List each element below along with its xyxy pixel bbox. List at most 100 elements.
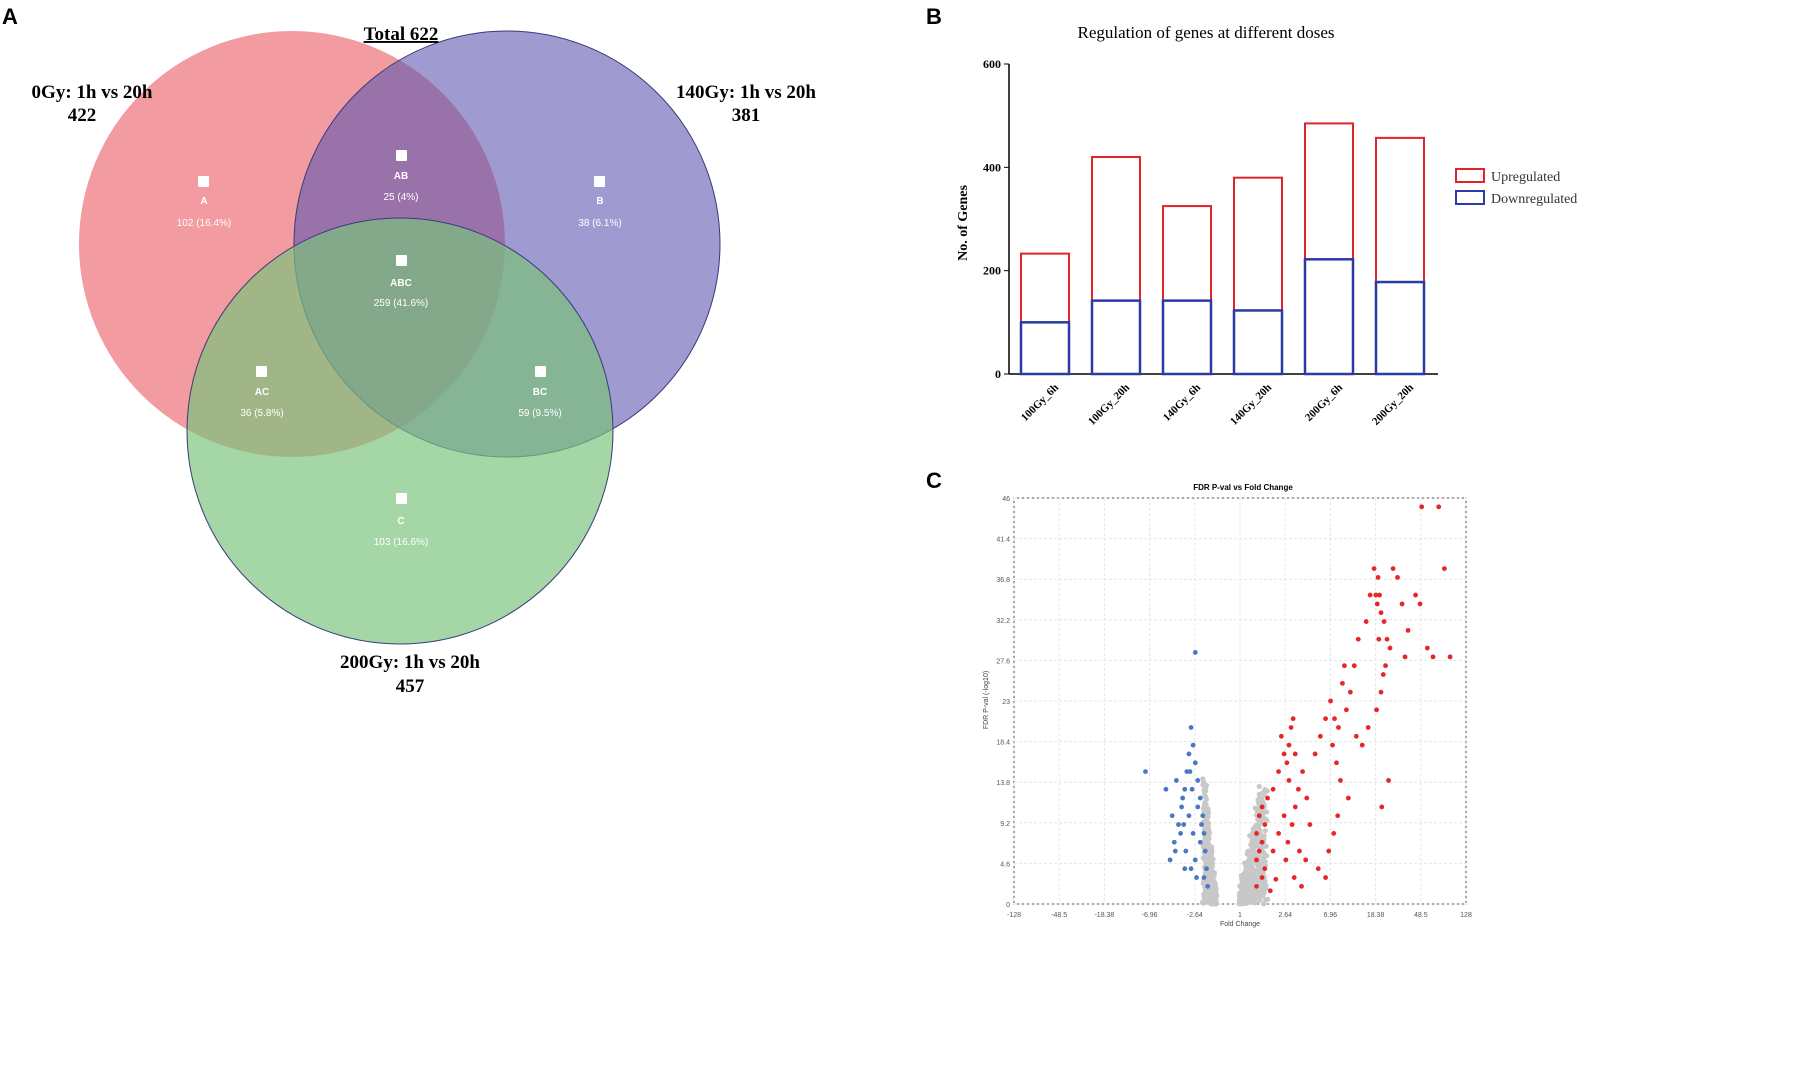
volcano-point-down [1187,769,1193,775]
volcano-point-up [1332,716,1337,722]
bar-xtick-label: 100Gy_6h [1019,382,1061,424]
volcano-point-ns [1262,859,1268,865]
volcano-point-ns [1243,864,1249,870]
volcano-point-down [1182,866,1188,872]
volcano-point-down [1171,839,1177,845]
volcano-point-up [1317,733,1323,739]
venn-region-ab-label: AB [394,171,408,182]
volcano-point-ns [1261,884,1267,890]
volcano-point-ns [1255,841,1261,848]
volcano-point-ns [1204,816,1210,822]
panel-label-c: C [926,468,942,493]
volcano-point-down [1195,778,1201,783]
volcano-xtick-label: -48.5 [1051,912,1067,919]
bar-xtick-label: 200Gy_20h [1370,382,1416,428]
venn-region-ab-checkbox [396,150,407,161]
venn-set-c-count: 457 [396,676,425,697]
venn-set-b-count: 381 [732,105,761,126]
venn-region-a-label: A [200,196,207,207]
volcano-point-down [1186,751,1192,757]
volcano-point-ns [1206,895,1212,901]
volcano-point-down [1201,875,1207,880]
volcano-point-up [1265,795,1270,801]
volcano-point-ns [1200,900,1206,906]
venn-region-bc-checkbox [535,366,546,377]
volcano-point-down [1197,839,1203,845]
volcano-point-up [1300,769,1305,775]
volcano-xtick-label: -128 [1007,912,1021,919]
volcano-point-down [1194,875,1199,880]
volcano-point-ns [1254,835,1260,841]
volcano-point-down [1172,848,1178,854]
volcano-point-up [1288,725,1294,730]
volcano-point-down [1188,866,1194,872]
legend-swatch-upregulated [1455,168,1485,183]
bar-downregulated [1161,299,1213,376]
volcano-point-up [1299,883,1304,889]
volcano-point-up [1413,592,1418,598]
volcano-point-up [1259,804,1265,810]
volcano-point-up [1343,707,1349,713]
volcano-point-down [1176,822,1181,827]
volcano-point-ns [1260,809,1266,815]
volcano-point-up [1375,575,1381,580]
volcano-point-up [1373,592,1379,598]
volcano-point-up [1304,795,1310,801]
venn-region-ab-value: 25 (4%) [383,192,418,203]
volcano-point-up [1256,813,1262,819]
venn-region-bc-value: 59 (9.5%) [518,408,561,419]
bar-downregulated [1232,309,1284,376]
volcano-point-ns [1255,853,1262,859]
volcano-point-down [1192,857,1198,863]
volcano-point-up [1338,778,1343,783]
volcano-point-up [1270,786,1276,792]
volcano-point-ns [1243,879,1249,886]
volcano-point-up [1286,742,1292,748]
volcano-point-ns [1246,891,1252,897]
volcano-point-up [1374,707,1379,713]
bar-upregulated [1304,122,1354,375]
volcano-point-up [1336,725,1341,730]
volcano-point-ns [1239,895,1245,902]
volcano-point-ns [1202,888,1209,895]
volcano-xlabel: Fold Change [1220,921,1260,928]
bar-downregulated [1303,258,1355,376]
volcano-ylabel: FDR P-val (-log10) [983,671,990,729]
volcano-point-down [1201,830,1207,836]
volcano-point-ns [1249,882,1255,888]
volcano-point-up [1278,733,1284,739]
volcano-point-up [1347,689,1353,695]
volcano-point-up [1326,848,1332,854]
volcano-point-down [1143,769,1148,775]
volcano-point-up [1359,742,1365,748]
bar-upregulated [1375,136,1425,375]
legend-label-upregulated: Upregulated [1491,170,1560,185]
venn-diagram: Total 622 0Gy: 1h vs 20h 422 140Gy: 1h v… [32,24,817,697]
volcano-xtick-label: -6.96 [1142,912,1158,919]
volcano-point-up [1315,866,1321,872]
bar-chart-title: Regulation of genes at different doses [1078,23,1335,42]
venn-region-ac-checkbox [256,366,267,377]
volcano-point-ns [1256,800,1262,807]
volcano-point-up [1297,848,1302,854]
volcano-ytick-label: 18.4 [996,740,1010,747]
volcano-point-up [1342,663,1347,669]
volcano-point-ns [1202,799,1208,805]
volcano-ytick-label: 9.2 [1000,821,1010,828]
volcano-point-up [1379,804,1385,810]
volcano-point-down [1197,795,1203,801]
venn-region-abc-value: 259 (41.6%) [374,298,428,309]
volcano-point-up [1323,716,1328,722]
volcano-point-up [1312,751,1318,757]
volcano-point-down [1195,804,1201,810]
volcano-xtick-label: 18.38 [1367,912,1385,919]
venn-region-abc-checkbox [396,255,407,266]
volcano-point-ns [1251,841,1257,847]
panel-label-a: A [2,4,18,29]
volcano-point-up [1291,875,1297,880]
volcano-point-up [1402,654,1408,660]
venn-region-abc-label: ABC [390,278,412,289]
volcano-ytick-label: 36.8 [996,577,1010,584]
volcano-point-ns [1203,855,1210,861]
